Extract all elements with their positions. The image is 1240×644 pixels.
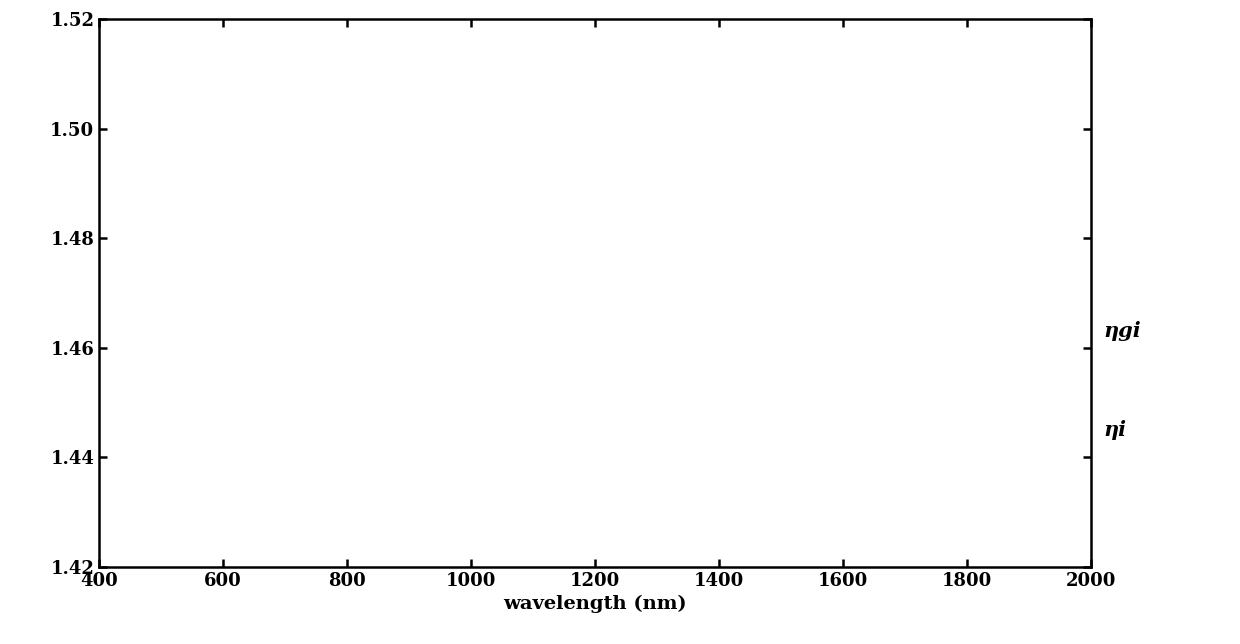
X-axis label: wavelength (nm): wavelength (nm) (503, 595, 687, 613)
Text: ηi: ηi (1104, 420, 1127, 440)
Text: ηgi: ηgi (1104, 321, 1141, 341)
